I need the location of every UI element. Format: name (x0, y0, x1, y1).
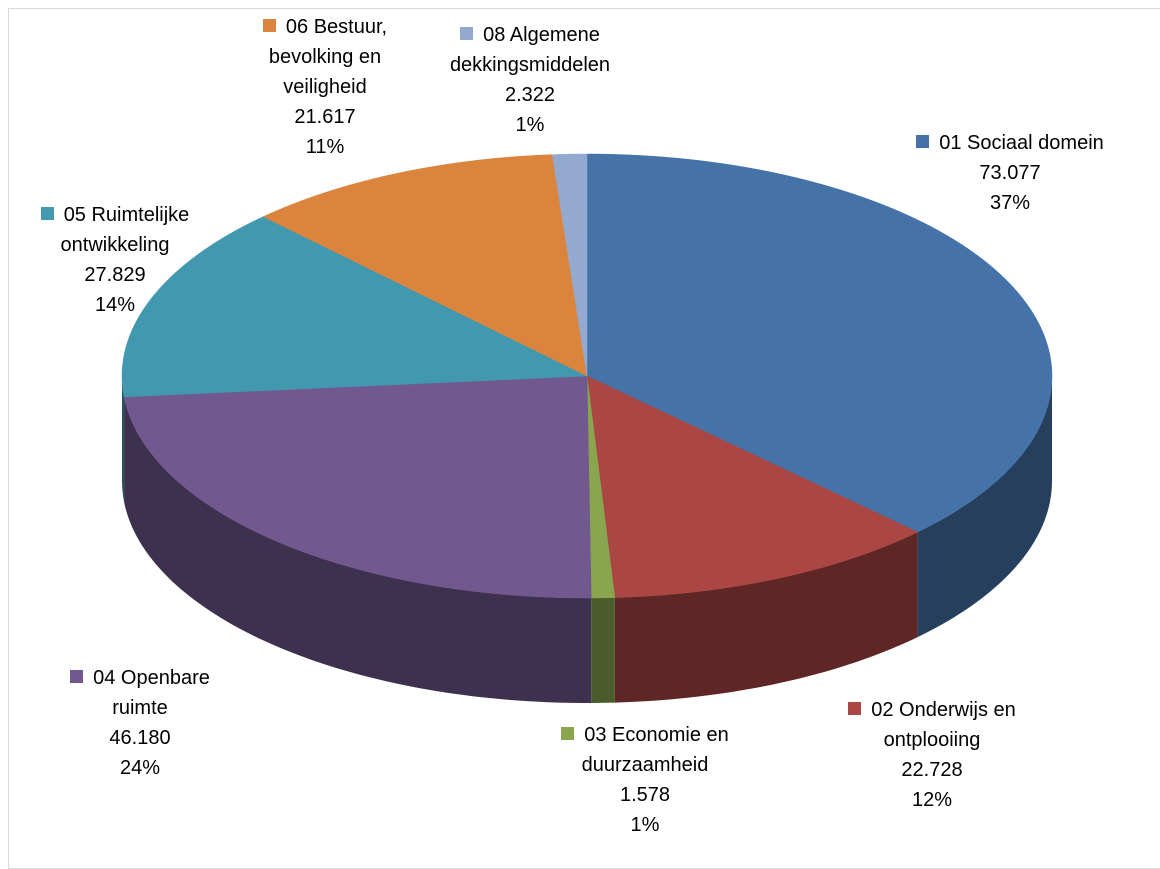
percent-label: 1% (515, 114, 545, 136)
data-label: 01 Sociaal domein 73.077 37% (880, 128, 1140, 218)
pie-slice-side (124, 396, 592, 703)
pie-slice-side (591, 597, 615, 703)
value-label: 1.578 (619, 784, 671, 806)
pie-slice (586, 375, 919, 598)
category-name: 08 Algemene dekkingsmiddelen (449, 24, 611, 76)
percent-label: 1% (630, 814, 660, 836)
legend-entry: 04 Openbare ruimte (45, 663, 235, 723)
percent-label: 12% (911, 789, 953, 811)
legend-swatch (40, 207, 54, 220)
percent-label: 14% (94, 294, 136, 316)
legend-swatch (70, 670, 84, 683)
legend-swatch (262, 19, 276, 32)
category-name: 02 Onderwijs en ontplooiing (871, 699, 1016, 751)
category-name: 04 Openbare ruimte (93, 667, 210, 719)
legend-entry: 05 Ruimtelijke ontwikkeling (5, 200, 225, 260)
data-label: 05 Ruimtelijke ontwikkeling 27.829 14% (5, 200, 225, 320)
percent-label: 37% (989, 192, 1031, 214)
data-label: 08 Algemene dekkingsmiddelen 2.322 1% (430, 20, 630, 140)
pie-slice (262, 154, 588, 377)
legend-swatch (561, 727, 575, 740)
value-label: 22.728 (901, 759, 963, 781)
pie-slice (552, 153, 588, 377)
legend-entry: 06 Bestuur, bevolking en veiligheid (250, 12, 400, 102)
legend-entry: 08 Algemene dekkingsmiddelen (430, 20, 630, 80)
category-name: 05 Ruimtelijke ontwikkeling (60, 204, 190, 256)
pie-slice-side (122, 376, 125, 502)
value-label: 21.617 (294, 106, 356, 128)
legend-swatch (916, 135, 930, 148)
percent-label: 11% (305, 136, 345, 158)
data-label: 04 Openbare ruimte 46.180 24% (45, 663, 235, 783)
pie-slice (123, 375, 592, 599)
data-label: 03 Economie en duurzaamheid 1.578 1% (535, 720, 755, 840)
pie-slice (121, 216, 588, 398)
legend-entry: 02 Onderwijs en ontplooiing (817, 695, 1047, 755)
legend-entry: 01 Sociaal domein (880, 128, 1140, 158)
data-label: 06 Bestuur, bevolking en veiligheid 21.61… (250, 12, 400, 162)
category-name: 01 Sociaal domein (939, 132, 1104, 154)
data-label: 02 Onderwijs en ontplooiing 22.728 12% (817, 695, 1047, 815)
pie-slice-side (917, 376, 1052, 638)
value-label: 46.180 (109, 727, 171, 749)
legend-entry: 03 Economie en duurzaamheid (535, 720, 755, 780)
value-label: 2.322 (504, 84, 556, 106)
pie-slice (586, 153, 1053, 533)
value-label: 73.077 (979, 162, 1041, 184)
pie-slice-side (614, 532, 918, 703)
category-name: 06 Bestuur, bevolking en veiligheid (268, 16, 388, 98)
value-label: 27.829 (84, 264, 146, 286)
legend-swatch (460, 27, 474, 40)
category-name: 03 Economie en duurzaamheid (581, 724, 729, 776)
percent-label: 24% (119, 757, 161, 779)
legend-swatch (848, 702, 862, 715)
